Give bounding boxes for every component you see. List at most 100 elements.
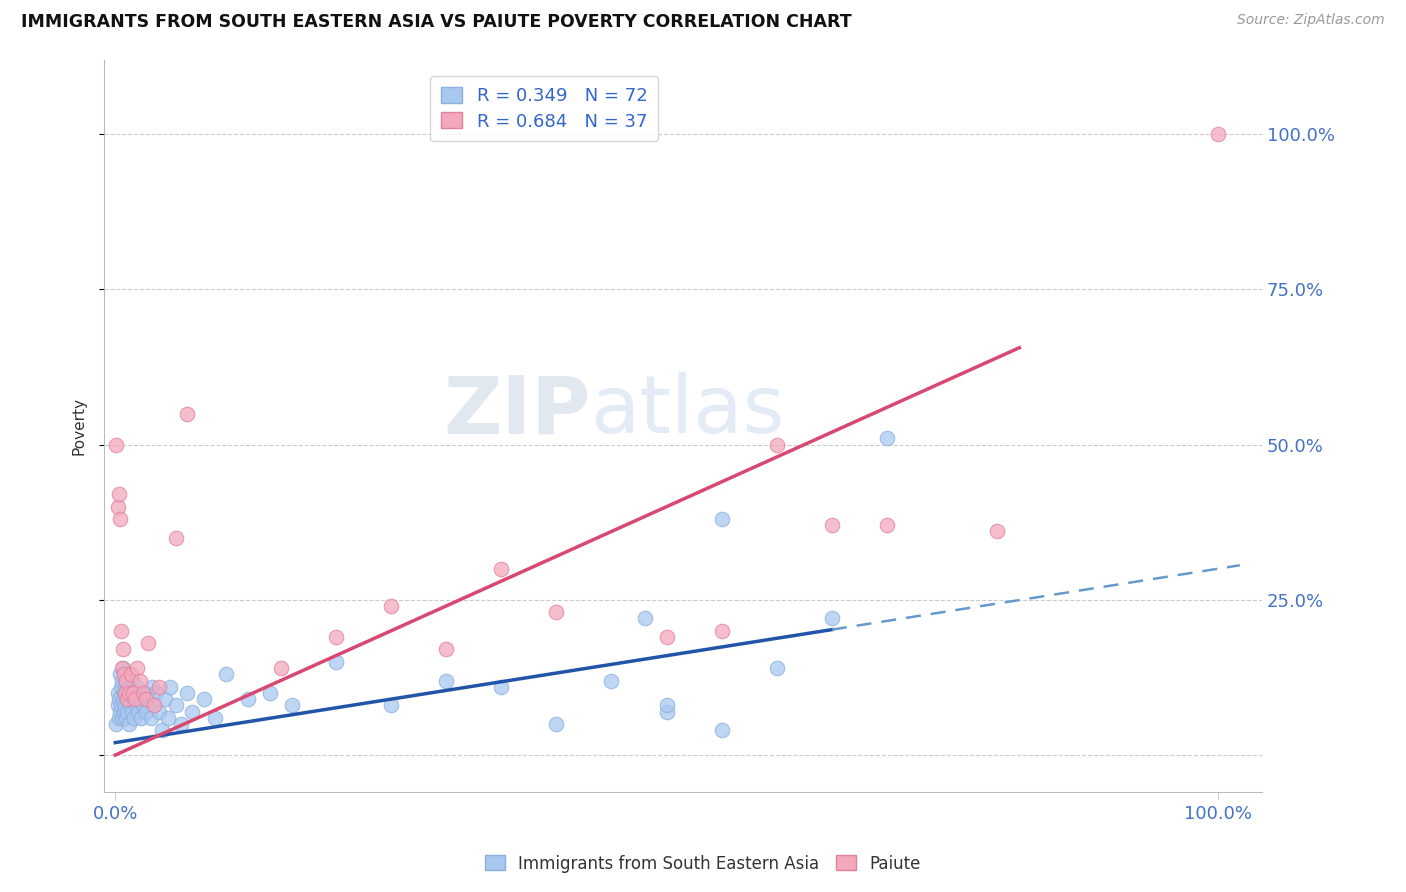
Point — [139, 711, 162, 725]
Point — [765, 661, 787, 675]
Point — [108, 705, 131, 719]
Point — [821, 611, 844, 625]
Point — [655, 698, 678, 713]
Point — [107, 500, 129, 514]
Point — [107, 487, 129, 501]
Point — [112, 692, 135, 706]
Point — [122, 692, 145, 706]
Point — [121, 705, 143, 719]
Point — [107, 692, 129, 706]
Point — [120, 686, 142, 700]
Point — [127, 705, 149, 719]
Y-axis label: Poverty: Poverty — [72, 397, 86, 455]
Point — [710, 512, 733, 526]
Point — [138, 636, 160, 650]
Point — [111, 661, 134, 675]
Point — [176, 407, 198, 421]
Text: atlas: atlas — [591, 372, 785, 450]
Point — [165, 531, 187, 545]
Text: Source: ZipAtlas.com: Source: ZipAtlas.com — [1237, 13, 1385, 28]
Point — [124, 686, 146, 700]
Point — [128, 692, 150, 706]
Point — [1206, 127, 1229, 141]
Point — [765, 437, 787, 451]
Point — [434, 642, 457, 657]
Point — [986, 524, 1008, 539]
Point — [127, 680, 149, 694]
Point — [633, 611, 655, 625]
Point — [121, 673, 143, 688]
Point — [148, 680, 170, 694]
Point — [165, 698, 187, 713]
Point — [145, 686, 167, 700]
Point — [153, 692, 176, 706]
Point — [181, 705, 204, 719]
Point — [434, 673, 457, 688]
Point — [176, 686, 198, 700]
Point — [546, 605, 568, 619]
Point — [112, 686, 135, 700]
Point — [108, 667, 131, 681]
Point — [132, 698, 155, 713]
Text: IMMIGRANTS FROM SOUTH EASTERN ASIA VS PAIUTE POVERTY CORRELATION CHART: IMMIGRANTS FROM SOUTH EASTERN ASIA VS PA… — [21, 13, 852, 31]
Point — [117, 692, 139, 706]
Point — [280, 698, 302, 713]
Point — [110, 680, 132, 694]
Point — [108, 512, 131, 526]
Point — [117, 686, 139, 700]
Point — [114, 686, 136, 700]
Point — [132, 686, 155, 700]
Point — [105, 437, 128, 451]
Point — [546, 717, 568, 731]
Point — [107, 698, 129, 713]
Point — [129, 711, 152, 725]
Point — [115, 673, 138, 688]
Point — [114, 673, 136, 688]
Point — [112, 661, 135, 675]
Point — [135, 705, 157, 719]
Point — [110, 698, 132, 713]
Point — [120, 667, 142, 681]
Point — [325, 655, 347, 669]
Point — [236, 692, 259, 706]
Point — [128, 673, 150, 688]
Legend: R = 0.349   N = 72, R = 0.684   N = 37: R = 0.349 N = 72, R = 0.684 N = 37 — [430, 76, 658, 141]
Point — [138, 692, 160, 706]
Point — [118, 698, 141, 713]
Point — [107, 711, 129, 725]
Point — [115, 711, 138, 725]
Point — [214, 667, 236, 681]
Point — [142, 698, 165, 713]
Point — [115, 686, 138, 700]
Point — [114, 698, 136, 713]
Point — [142, 698, 165, 713]
Point — [193, 692, 215, 706]
Point — [122, 711, 145, 725]
Point — [204, 711, 226, 725]
Point — [489, 680, 512, 694]
Point — [117, 692, 139, 706]
Point — [148, 705, 170, 719]
Point — [600, 673, 623, 688]
Text: ZIP: ZIP — [443, 372, 591, 450]
Point — [124, 692, 146, 706]
Point — [876, 431, 898, 445]
Point — [270, 661, 292, 675]
Point — [117, 705, 139, 719]
Point — [259, 686, 281, 700]
Point — [125, 698, 148, 713]
Point — [135, 692, 157, 706]
Point — [821, 518, 844, 533]
Point — [710, 723, 733, 738]
Point — [710, 624, 733, 638]
Point — [112, 705, 135, 719]
Point — [112, 642, 135, 657]
Point — [110, 624, 132, 638]
Point — [876, 518, 898, 533]
Point — [489, 562, 512, 576]
Point — [380, 599, 402, 613]
Point — [325, 630, 347, 644]
Point — [117, 717, 139, 731]
Point — [134, 686, 156, 700]
Point — [105, 717, 128, 731]
